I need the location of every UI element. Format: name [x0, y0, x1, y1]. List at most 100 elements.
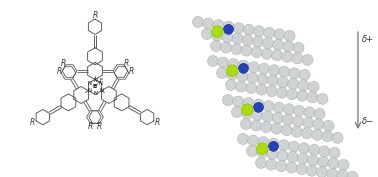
Circle shape	[253, 36, 263, 47]
Circle shape	[235, 81, 247, 92]
Circle shape	[309, 144, 320, 155]
Circle shape	[208, 56, 218, 67]
Circle shape	[264, 27, 275, 38]
Circle shape	[226, 79, 237, 90]
Circle shape	[247, 72, 258, 83]
Circle shape	[246, 83, 257, 94]
Circle shape	[282, 114, 293, 125]
Circle shape	[203, 18, 214, 29]
Circle shape	[313, 119, 324, 130]
Circle shape	[218, 57, 229, 68]
Circle shape	[259, 63, 270, 74]
Circle shape	[287, 89, 297, 100]
Circle shape	[293, 116, 304, 127]
Circle shape	[228, 59, 239, 70]
Circle shape	[266, 86, 277, 97]
Circle shape	[256, 84, 267, 95]
Circle shape	[272, 113, 283, 124]
Circle shape	[242, 104, 253, 115]
Circle shape	[308, 155, 319, 166]
Circle shape	[242, 35, 253, 46]
Circle shape	[297, 90, 308, 101]
Circle shape	[213, 20, 224, 31]
Circle shape	[256, 158, 266, 169]
Circle shape	[261, 122, 272, 133]
Circle shape	[317, 93, 328, 104]
Circle shape	[257, 74, 268, 85]
Circle shape	[242, 108, 253, 119]
Circle shape	[267, 75, 278, 86]
Circle shape	[281, 125, 292, 136]
Circle shape	[293, 42, 304, 53]
Circle shape	[332, 132, 343, 143]
Text: R: R	[155, 118, 160, 127]
Text: R: R	[88, 122, 93, 131]
Circle shape	[263, 38, 274, 49]
Circle shape	[277, 77, 288, 88]
Circle shape	[227, 69, 238, 80]
Circle shape	[232, 33, 243, 44]
Circle shape	[273, 102, 284, 113]
Circle shape	[239, 63, 248, 73]
Circle shape	[328, 158, 339, 169]
Circle shape	[307, 165, 318, 176]
Circle shape	[271, 123, 282, 134]
Text: N: N	[87, 81, 91, 86]
Circle shape	[240, 118, 251, 130]
Circle shape	[308, 81, 319, 92]
Text: B: B	[92, 84, 97, 89]
Circle shape	[279, 66, 290, 77]
Circle shape	[288, 78, 299, 89]
Circle shape	[252, 110, 263, 121]
Circle shape	[294, 105, 305, 116]
Circle shape	[318, 156, 329, 167]
Circle shape	[316, 167, 328, 177]
Text: R: R	[124, 59, 129, 68]
Circle shape	[282, 51, 293, 62]
Text: N: N	[93, 91, 97, 96]
Circle shape	[287, 152, 298, 163]
Circle shape	[238, 60, 249, 71]
Circle shape	[257, 147, 268, 158]
Circle shape	[192, 16, 203, 27]
Circle shape	[347, 171, 358, 177]
Circle shape	[323, 120, 334, 131]
Circle shape	[251, 47, 262, 58]
Circle shape	[248, 135, 259, 146]
Circle shape	[284, 104, 294, 115]
Text: N: N	[99, 88, 103, 93]
Circle shape	[223, 95, 234, 105]
Circle shape	[201, 28, 212, 39]
Circle shape	[296, 164, 307, 175]
Circle shape	[231, 44, 242, 55]
Circle shape	[267, 149, 278, 160]
Circle shape	[283, 41, 294, 52]
Circle shape	[246, 145, 257, 156]
Circle shape	[303, 117, 314, 128]
Text: R: R	[92, 11, 98, 20]
Circle shape	[233, 96, 244, 107]
Circle shape	[211, 41, 222, 52]
Circle shape	[226, 65, 238, 76]
Circle shape	[221, 42, 232, 53]
Circle shape	[217, 67, 228, 79]
Circle shape	[257, 143, 268, 155]
Circle shape	[212, 30, 223, 41]
Circle shape	[243, 24, 254, 35]
Circle shape	[276, 87, 287, 98]
Circle shape	[286, 162, 297, 173]
Circle shape	[266, 159, 277, 170]
Circle shape	[258, 137, 269, 148]
Circle shape	[314, 108, 325, 119]
Circle shape	[237, 133, 248, 144]
Circle shape	[337, 170, 348, 177]
Circle shape	[251, 120, 262, 131]
Text: R: R	[128, 67, 133, 76]
Circle shape	[268, 138, 279, 149]
Circle shape	[248, 62, 259, 73]
Circle shape	[211, 26, 223, 38]
Circle shape	[269, 141, 279, 151]
Circle shape	[277, 150, 288, 161]
Circle shape	[299, 143, 310, 154]
Circle shape	[338, 159, 349, 170]
